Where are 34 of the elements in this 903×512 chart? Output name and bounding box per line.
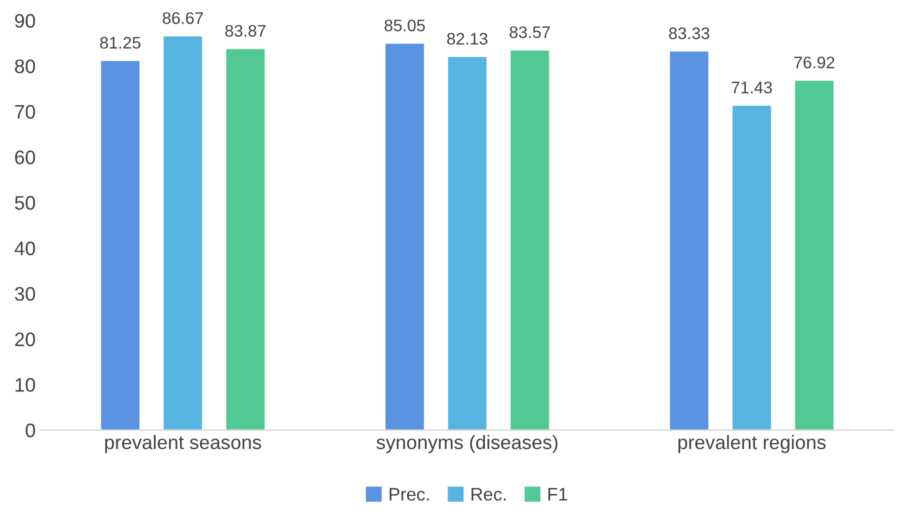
data-label: 81.25 (100, 36, 140, 49)
bar (162, 34, 204, 430)
data-label: 83.33 (669, 27, 710, 40)
bar (794, 79, 835, 430)
y-tick-label: 60 (15, 150, 36, 164)
legend-label: F1 (548, 488, 568, 500)
y-tick-label: 0 (26, 424, 36, 438)
y-tick-label: 40 (14, 242, 36, 256)
data-label: 71.43 (732, 82, 772, 94)
data-label: 83.57 (510, 26, 550, 38)
bar (509, 49, 550, 430)
y-tick-label: 90 (15, 14, 36, 28)
y-tick-label: 20 (15, 332, 36, 346)
bar (446, 56, 488, 430)
x-tick-label: prevalent seasons (105, 434, 262, 454)
y-tick-label: 70 (15, 104, 36, 119)
bar (731, 104, 772, 430)
x-tick-label: prevalent regions (678, 434, 826, 454)
bar (100, 60, 141, 430)
data-label: 82.13 (447, 32, 488, 45)
bar (384, 42, 426, 430)
data-label: 85.05 (384, 20, 425, 32)
data-label: 86.67 (162, 12, 203, 24)
y-tick-label: 50 (14, 196, 36, 210)
y-tick-label: 30 (14, 287, 36, 301)
data-label: 76.92 (794, 56, 834, 68)
legend-label: Rec. (472, 488, 506, 501)
y-tick-label: 80 (14, 59, 36, 74)
bar (668, 50, 710, 430)
x-tick-label: synonyms (diseases) (376, 434, 558, 454)
y-tick-label: 10 (16, 378, 36, 392)
bar (224, 48, 266, 430)
legend-label: Prec. (390, 488, 429, 501)
data-label: 83.87 (225, 24, 266, 37)
